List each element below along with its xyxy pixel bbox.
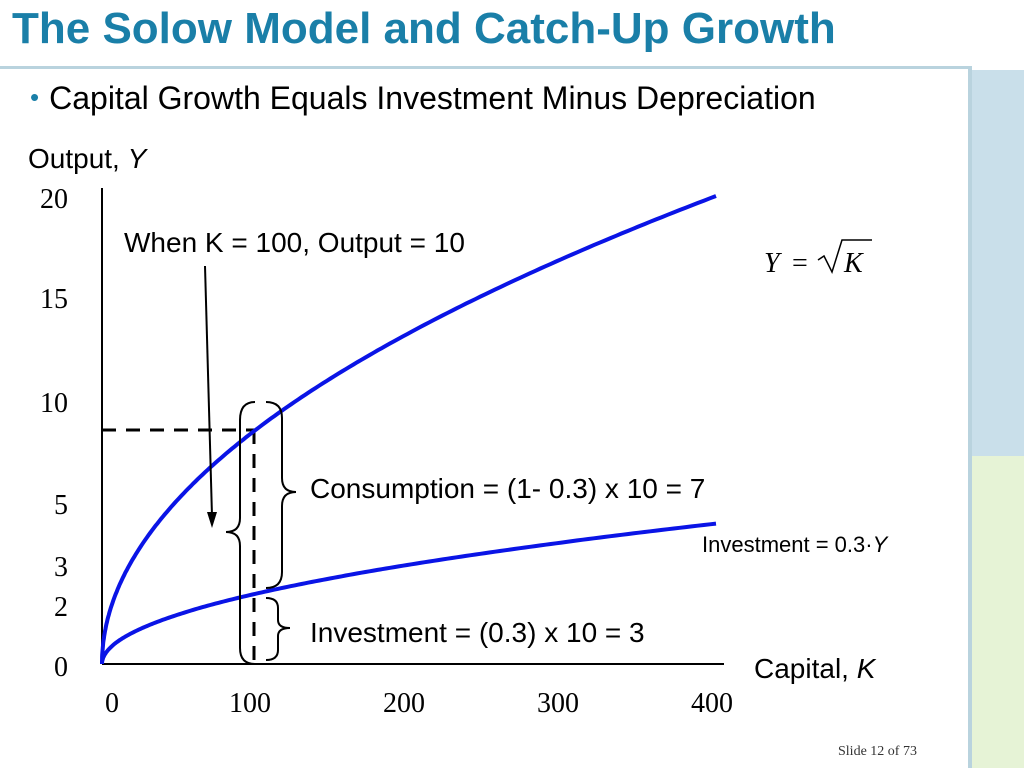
total-output-brace [225,401,256,665]
annotation-investment: Investment = (0.3) x 10 = 3 [310,617,645,648]
header-rule [0,66,972,69]
svg-text:K: K [843,248,864,279]
y-tick-label: 0 [54,652,68,683]
annotation-arrow-line [204,265,213,517]
svg-text:Y: Y [764,248,783,279]
annotation-consumption: Consumption = (1- 0.3) x 10 = 7 [310,473,705,504]
investment-brace [265,597,291,661]
x-tick-label: 200 [383,688,425,719]
bullet-text: Capital Growth Equals Investment Minus D… [49,80,816,116]
x-tick-label: 300 [537,688,579,719]
slide-number: Slide 12 of 73 [838,744,917,759]
bullet-dot-icon: • [30,82,40,112]
output-curve [100,194,717,664]
series-label-output: Y = K [764,239,872,279]
series-label-investment: Investment = 0.3·Y [702,532,889,557]
y-axis-label: Output, Y [28,143,149,174]
decorative-band-top [972,70,1024,456]
x-axis-label: Capital, K [754,653,877,684]
investment-curve [100,521,717,664]
annotation-when: When K = 100, Output = 10 [124,227,465,258]
y-tick-label: 15 [40,284,68,315]
x-tick-label: 0 [105,688,119,719]
annotation-arrow-head [207,512,217,528]
consumption-brace [265,401,297,589]
y-tick-label: 10 [40,388,68,419]
y-tick-label: 20 [40,184,68,215]
decorative-band-bottom [972,456,1024,768]
y-tick-label: 3 [54,552,68,583]
side-rule [968,66,972,768]
y-tick-label: 2 [54,592,68,623]
x-tick-label: 400 [691,688,733,719]
svg-text:=: = [792,248,808,279]
bullet-point: • Capital Growth Equals Investment Minus … [30,80,816,117]
y-tick-label: 5 [54,490,68,521]
sqrt-radical-icon [817,239,872,274]
x-tick-label: 100 [229,688,271,719]
slide-title: The Solow Model and Catch-Up Growth [12,4,836,53]
